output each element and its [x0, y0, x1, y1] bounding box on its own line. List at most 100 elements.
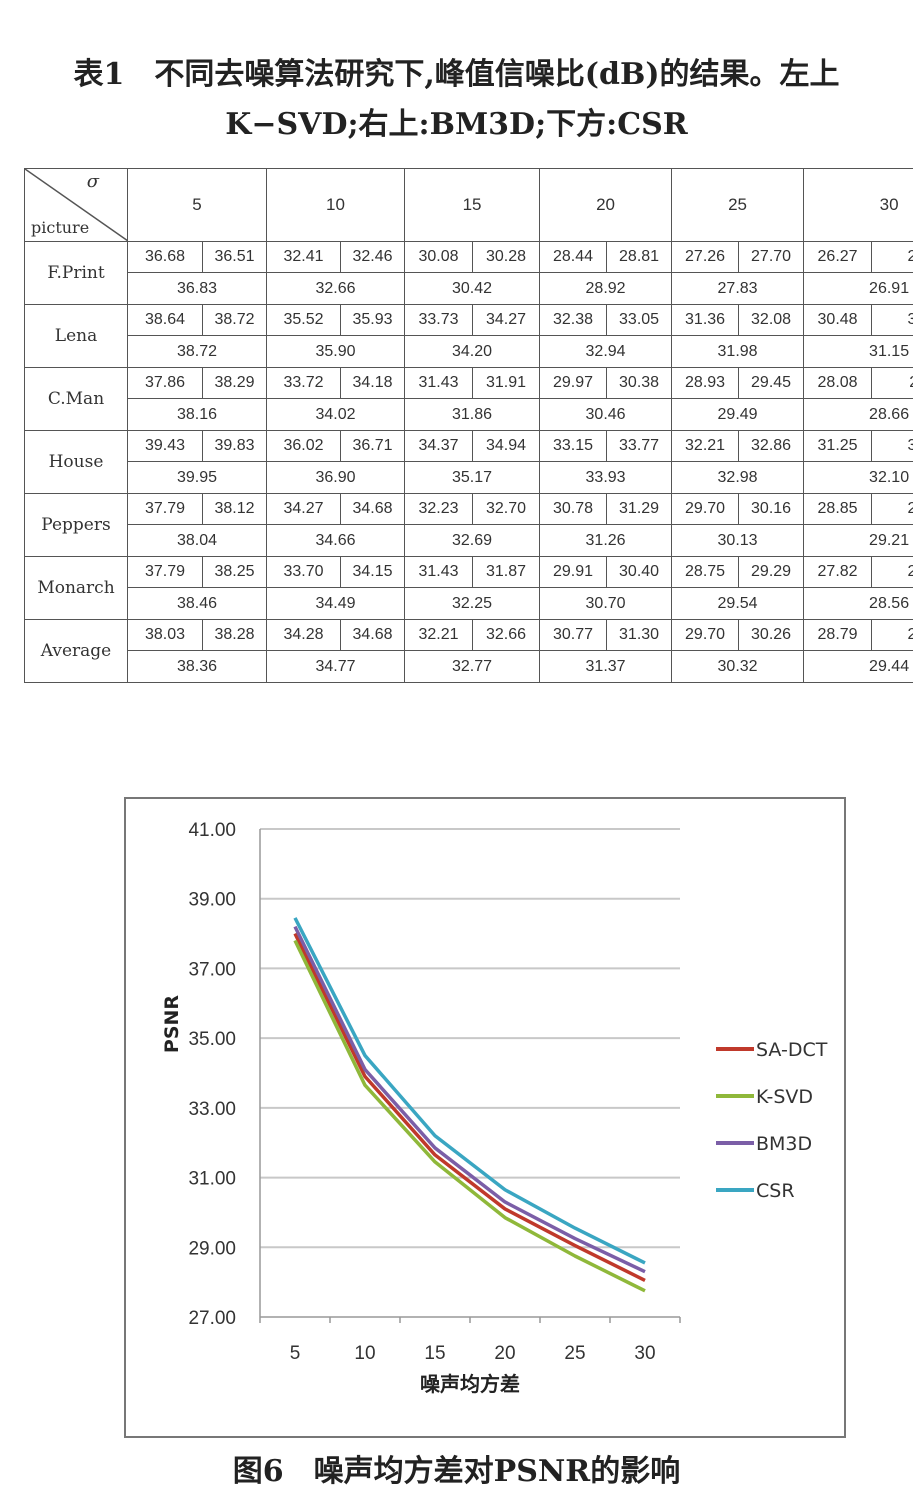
bm3d-value-cell: 30.38: [606, 367, 673, 399]
bm3d-value-cell: 32.0: [871, 430, 913, 462]
x-tick-label: 20: [494, 1343, 515, 1364]
ksvd-value-cell: 27.26: [671, 241, 740, 273]
table-row: C.Man 37.86 38.29 33.72 34.18 31.43 31.91 29.97…: [24, 367, 913, 431]
bm3d-value-cell: 38.29: [202, 367, 267, 399]
table-row: 38.36 34.77 32.77 31.37 30.32 29.44: [25, 650, 913, 683]
x-tick-label: 5: [290, 1343, 301, 1364]
series-line-csr: [293, 917, 646, 1265]
bm3d-value-cell: 26.8: [871, 241, 913, 273]
ksvd-value-cell: 30.78: [539, 493, 608, 525]
ksvd-value-cell: 32.21: [671, 430, 740, 462]
bm3d-value-cell: 38.28: [202, 619, 267, 651]
psnr-results-table: σ picture 5 10 15 20 25 30 F.Print 36.68 36.51 3…: [24, 168, 913, 683]
ksvd-value-cell: 30.48: [803, 304, 873, 336]
corner-diagonal: [25, 169, 127, 241]
legend-label: BM3D: [756, 1133, 812, 1155]
bm3d-value-cell: 31.2: [871, 304, 913, 336]
csr-value-cell: 27.83: [671, 272, 805, 305]
bm3d-value-cell: 39.83: [202, 430, 267, 462]
csr-value-cell: 32.69: [404, 524, 541, 557]
ksvd-value-cell: 34.27: [266, 493, 341, 525]
csr-value-cell: 31.98: [671, 335, 805, 368]
bm3d-value-cell: 32.86: [738, 430, 805, 462]
ksvd-value-cell: 37.79: [127, 556, 203, 588]
bm3d-value-cell: 28.(: [871, 367, 913, 399]
table-row: Peppers 37.79 38.12 34.27 34.68 32.23 32.70 30.…: [24, 493, 913, 557]
csr-value-cell: 33.93: [539, 461, 673, 494]
row-image-name: Average: [24, 619, 128, 683]
ksvd-value-cell: 28.44: [539, 241, 608, 273]
ksvd-value-cell: 29.91: [539, 556, 608, 588]
ksvd-value-cell: 29.70: [671, 619, 740, 651]
bm3d-value-cell: 33.77: [606, 430, 673, 462]
ksvd-value-cell: 32.41: [266, 241, 341, 273]
table-row: 39.95 36.90 35.17 33.93 32.98 32.10: [25, 461, 913, 494]
bm3d-value-cell: 30.26: [738, 619, 805, 651]
ksvd-value-cell: 38.03: [127, 619, 203, 651]
csr-value-cell: 34.77: [265, 650, 406, 683]
legend-label: K-SVD: [756, 1086, 813, 1108]
csr-value-cell: 26.91: [803, 272, 913, 305]
table-title-line-1: 表1 不同去噪算法研究下,峰值信噪比(dB)的结果。左上: [73, 57, 840, 92]
sigma-header-cell: 30: [803, 168, 913, 242]
ksvd-value-cell: 28.08: [803, 367, 873, 399]
csr-value-cell: 29.44: [803, 650, 913, 683]
csr-value-cell: 31.26: [539, 524, 673, 557]
bm3d-value-cell: 32.08: [738, 304, 805, 336]
table-row: 38.72 35.90 34.20 32.94 31.98 31.15: [25, 335, 913, 368]
bm3d-value-cell: 33.05: [606, 304, 673, 336]
csr-value-cell: 36.90: [265, 461, 406, 494]
ksvd-value-cell: 29.70: [671, 493, 740, 525]
csr-value-cell: 38.36: [127, 650, 267, 683]
ksvd-value-cell: 28.79: [803, 619, 873, 651]
csr-value-cell: 31.15: [803, 335, 913, 368]
row-image-name: Lena: [24, 304, 128, 368]
sigma-header-cell: 20: [539, 168, 673, 242]
ksvd-value-cell: 32.38: [539, 304, 608, 336]
y-axis-label: PSNR: [161, 995, 183, 1054]
series-line-bm3d: [293, 925, 646, 1274]
csr-value-cell: 28.92: [539, 272, 673, 305]
bm3d-value-cell: 28.81: [606, 241, 673, 273]
csr-value-cell: 34.49: [265, 587, 406, 620]
bm3d-value-cell: 29.45: [738, 367, 805, 399]
ksvd-value-cell: 33.70: [266, 556, 341, 588]
csr-value-cell: 32.10: [803, 461, 913, 494]
csr-value-cell: 35.90: [265, 335, 406, 368]
ksvd-value-cell: 30.77: [539, 619, 608, 651]
bm3d-value-cell: 38.25: [202, 556, 267, 588]
bm3d-value-cell: 31.30: [606, 619, 673, 651]
row-image-name: House: [24, 430, 128, 494]
bm3d-value-cell: 29.2: [871, 493, 913, 525]
ksvd-value-cell: 34.28: [266, 619, 341, 651]
bm3d-value-cell: 34.68: [339, 619, 406, 651]
table-title: 表1 不同去噪算法研究下,峰值信噪比(dB)的结果。左上 K−SVD;右上:BM…: [0, 50, 913, 150]
bm3d-value-cell: 30.40: [606, 556, 673, 588]
y-tick-label: 31.00: [188, 1169, 236, 1190]
bm3d-value-cell: 34.68: [339, 493, 406, 525]
bm3d-value-cell: 35.93: [339, 304, 406, 336]
csr-value-cell: 38.16: [127, 398, 267, 431]
y-tick-label: 41.00: [188, 820, 236, 841]
table-row: 38.04 34.66 32.69 31.26 30.13 29.21: [25, 524, 913, 557]
x-axis-label: 噪声均方差: [420, 1372, 520, 1396]
x-tick-label: 10: [354, 1343, 375, 1364]
bm3d-value-cell: 34.27: [472, 304, 541, 336]
y-tick-label: 35.00: [188, 1029, 236, 1050]
table-row: Average 38.03 38.28 34.28 34.68 32.21 32.66 30.…: [24, 619, 913, 683]
bm3d-value-cell: 32.70: [472, 493, 541, 525]
csr-value-cell: 39.95: [127, 461, 267, 494]
bm3d-value-cell: 30.16: [738, 493, 805, 525]
sigma-header-cell: 5: [127, 168, 267, 242]
csr-value-cell: 30.42: [404, 272, 541, 305]
sigma-header-cell: 25: [671, 168, 805, 242]
row-image-name: F.Print: [24, 241, 128, 305]
ksvd-value-cell: 34.37: [404, 430, 474, 462]
bm3d-value-cell: 34.94: [472, 430, 541, 462]
csr-value-cell: 32.25: [404, 587, 541, 620]
ksvd-value-cell: 31.43: [404, 556, 474, 588]
bm3d-value-cell: 38.72: [202, 304, 267, 336]
ksvd-value-cell: 27.82: [803, 556, 873, 588]
ksvd-value-cell: 28.85: [803, 493, 873, 525]
ksvd-value-cell: 30.08: [404, 241, 474, 273]
